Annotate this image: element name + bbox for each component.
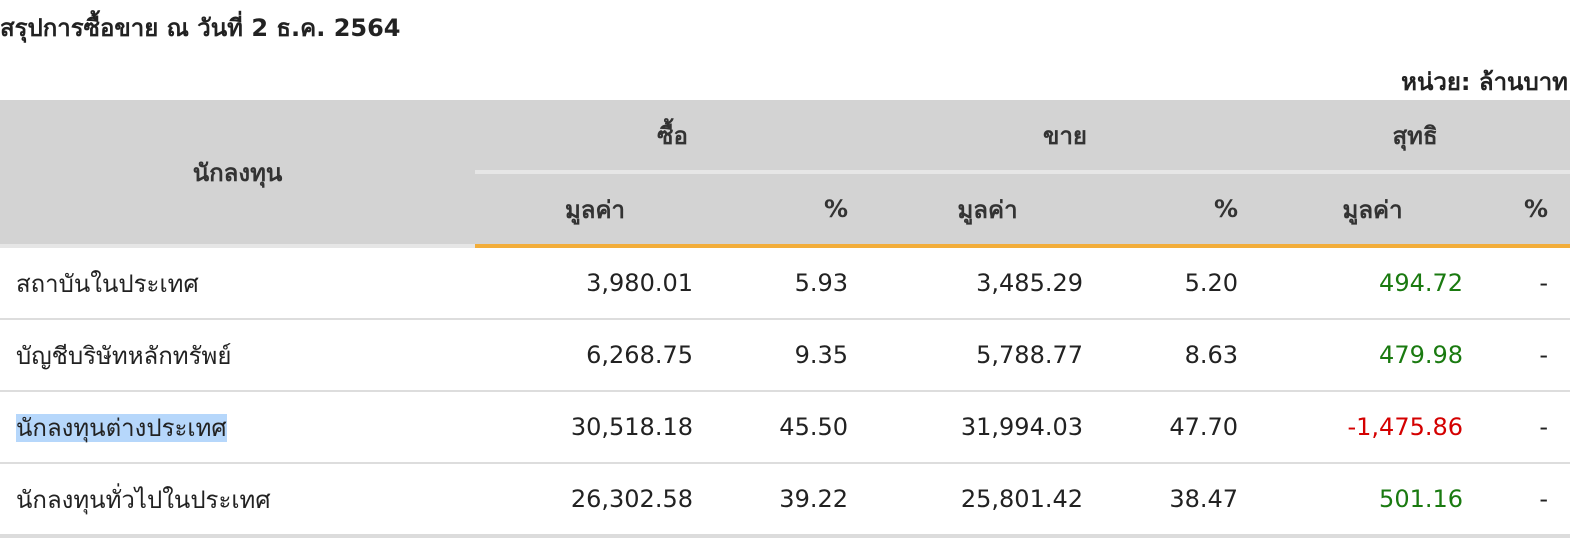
net-percent: -: [1485, 319, 1570, 392]
net-value: -1,475.86: [1260, 391, 1486, 464]
net-percent: -: [1485, 463, 1570, 538]
net-value: 501.16: [1260, 463, 1486, 538]
buy-percent: 39.22: [715, 463, 871, 538]
sell-value: 31,994.03: [870, 391, 1106, 464]
investor-name-selected[interactable]: นักลงทุนต่างประเทศ: [16, 413, 227, 442]
unit-label: หน่วย: ล้านบาท: [1401, 68, 1568, 96]
page-title: สรุปการซื้อขาย ณ วันที่ 2 ธ.ค. 2564: [0, 14, 401, 42]
header-row-subcolumns: มูลค่า % มูลค่า % มูลค่า %: [0, 170, 1570, 248]
header-row-groups: นักลงทุน ซื้อ ขาย สุทธิ: [0, 100, 1570, 248]
trading-summary-table: นักลงทุน ซื้อ ขาย สุทธิ มูลค่า % มูลค่า …: [0, 100, 1570, 538]
column-header-sell-percent: %: [1105, 170, 1261, 248]
buy-value: 30,518.18: [475, 391, 715, 464]
table-row: นักลงทุนต่างประเทศ 30,518.18 45.50 31,99…: [0, 391, 1570, 464]
sell-percent: 5.20: [1105, 246, 1261, 320]
column-header-sell: ขาย: [870, 100, 1261, 172]
investor-name: บัญชีบริษัทหลักทรัพย์: [0, 319, 475, 392]
net-value: 479.98: [1260, 319, 1486, 392]
table-row: นักลงทุนทั่วไปในประเทศ 26,302.58 39.22 2…: [0, 463, 1570, 538]
column-header-buy-percent: %: [715, 170, 871, 248]
buy-value: 3,980.01: [475, 246, 715, 320]
investor-name: สถาบันในประเทศ: [0, 246, 475, 320]
column-header-net: สุทธิ: [1260, 100, 1570, 172]
column-header-sell-value: มูลค่า: [870, 170, 1106, 248]
investor-name: นักลงทุนทั่วไปในประเทศ: [0, 463, 475, 538]
sell-value: 3,485.29: [870, 246, 1106, 320]
net-percent: -: [1485, 391, 1570, 464]
sell-percent: 38.47: [1105, 463, 1261, 538]
column-header-net-value: มูลค่า: [1260, 170, 1486, 248]
buy-percent: 9.35: [715, 319, 871, 392]
net-percent: -: [1485, 246, 1570, 320]
column-header-net-percent: %: [1485, 170, 1570, 248]
column-header-buy: ซื้อ: [475, 100, 871, 172]
sell-percent: 8.63: [1105, 319, 1261, 392]
table-row: สถาบันในประเทศ 3,980.01 5.93 3,485.29 5.…: [0, 246, 1570, 320]
column-header-buy-value: มูลค่า: [475, 170, 715, 248]
buy-value: 26,302.58: [475, 463, 715, 538]
investor-name-cell: นักลงทุนต่างประเทศ: [0, 391, 475, 464]
column-header-investor: นักลงทุน: [0, 100, 475, 248]
sell-value: 25,801.42: [870, 463, 1106, 538]
net-value: 494.72: [1260, 246, 1486, 320]
sell-value: 5,788.77: [870, 319, 1106, 392]
buy-percent: 45.50: [715, 391, 871, 464]
buy-value: 6,268.75: [475, 319, 715, 392]
sell-percent: 47.70: [1105, 391, 1261, 464]
buy-percent: 5.93: [715, 246, 871, 320]
table-row: บัญชีบริษัทหลักทรัพย์ 6,268.75 9.35 5,78…: [0, 319, 1570, 392]
